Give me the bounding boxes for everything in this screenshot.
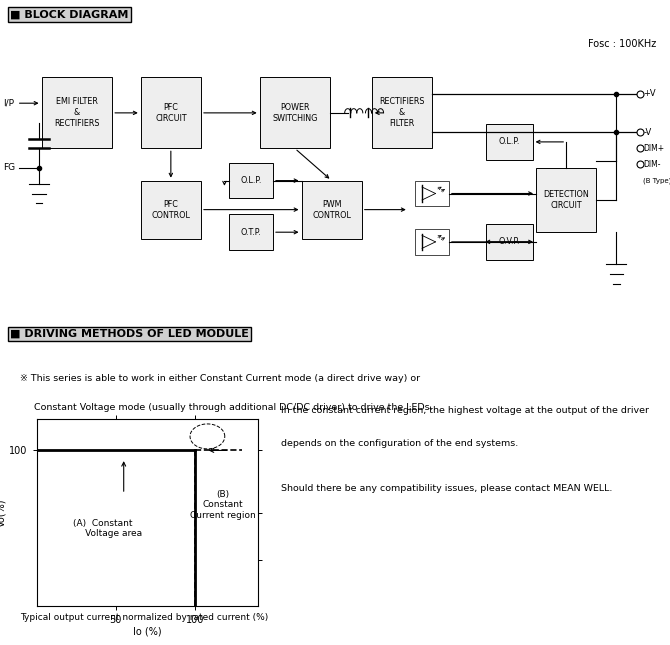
Text: ■ DRIVING METHODS OF LED MODULE: ■ DRIVING METHODS OF LED MODULE xyxy=(10,329,249,339)
Text: I/P: I/P xyxy=(3,99,14,108)
FancyBboxPatch shape xyxy=(415,229,449,255)
Text: POWER
SWITCHING: POWER SWITCHING xyxy=(272,103,318,123)
FancyBboxPatch shape xyxy=(415,181,449,206)
Text: Fosc : 100KHz: Fosc : 100KHz xyxy=(588,39,657,49)
Y-axis label: Vo(%): Vo(%) xyxy=(0,499,7,527)
FancyBboxPatch shape xyxy=(229,214,273,250)
Text: O.L.P.: O.L.P. xyxy=(498,137,520,146)
Text: Constant Voltage mode (usually through additional DC/DC driver) to drive the LED: Constant Voltage mode (usually through a… xyxy=(34,403,432,412)
Text: In the constant current region, the highest voltage at the output of the driver: In the constant current region, the high… xyxy=(281,406,649,415)
Text: O.L.P.: O.L.P. xyxy=(241,176,262,185)
FancyBboxPatch shape xyxy=(486,124,533,159)
Text: DIM-: DIM- xyxy=(643,160,661,169)
Text: (A)  Constant
       Voltage area: (A) Constant Voltage area xyxy=(64,519,142,538)
Text: DIM+: DIM+ xyxy=(643,144,665,153)
Text: ※ This series is able to work in either Constant Current mode (a direct drive wa: ※ This series is able to work in either … xyxy=(20,374,420,383)
Text: PWM
CONTROL: PWM CONTROL xyxy=(312,199,351,220)
FancyBboxPatch shape xyxy=(486,224,533,260)
X-axis label: Io (%): Io (%) xyxy=(133,627,161,637)
FancyBboxPatch shape xyxy=(372,77,432,148)
Text: PFC
CONTROL: PFC CONTROL xyxy=(151,199,190,220)
Text: O.T.P.: O.T.P. xyxy=(241,228,261,237)
Text: +V: +V xyxy=(643,89,656,98)
Text: FG: FG xyxy=(3,163,15,172)
Text: Typical output current normalized by rated current (%): Typical output current normalized by rat… xyxy=(20,613,268,622)
Text: EMI FILTER
&
RECTIFIERS: EMI FILTER & RECTIFIERS xyxy=(54,97,100,128)
Text: DETECTION
CIRCUIT: DETECTION CIRCUIT xyxy=(543,190,589,210)
FancyBboxPatch shape xyxy=(42,77,112,148)
Text: PFC
CIRCUIT: PFC CIRCUIT xyxy=(155,103,187,123)
FancyBboxPatch shape xyxy=(141,77,201,148)
Text: ■ BLOCK DIAGRAM: ■ BLOCK DIAGRAM xyxy=(10,10,129,20)
Text: -V: -V xyxy=(643,128,651,137)
Text: depends on the configuration of the end systems.: depends on the configuration of the end … xyxy=(281,439,519,448)
FancyBboxPatch shape xyxy=(260,77,330,148)
Text: RECTIFIERS
&
FILTER: RECTIFIERS & FILTER xyxy=(379,97,425,128)
Text: (B Type): (B Type) xyxy=(643,177,670,184)
FancyBboxPatch shape xyxy=(536,168,596,232)
FancyBboxPatch shape xyxy=(141,181,201,239)
Text: Should there be any compatibility issues, please contact MEAN WELL.: Should there be any compatibility issues… xyxy=(281,484,613,493)
FancyBboxPatch shape xyxy=(302,181,362,239)
Text: O.V.P.: O.V.P. xyxy=(498,237,520,246)
Text: (B)
Constant
Current region: (B) Constant Current region xyxy=(190,490,256,520)
FancyBboxPatch shape xyxy=(229,163,273,199)
